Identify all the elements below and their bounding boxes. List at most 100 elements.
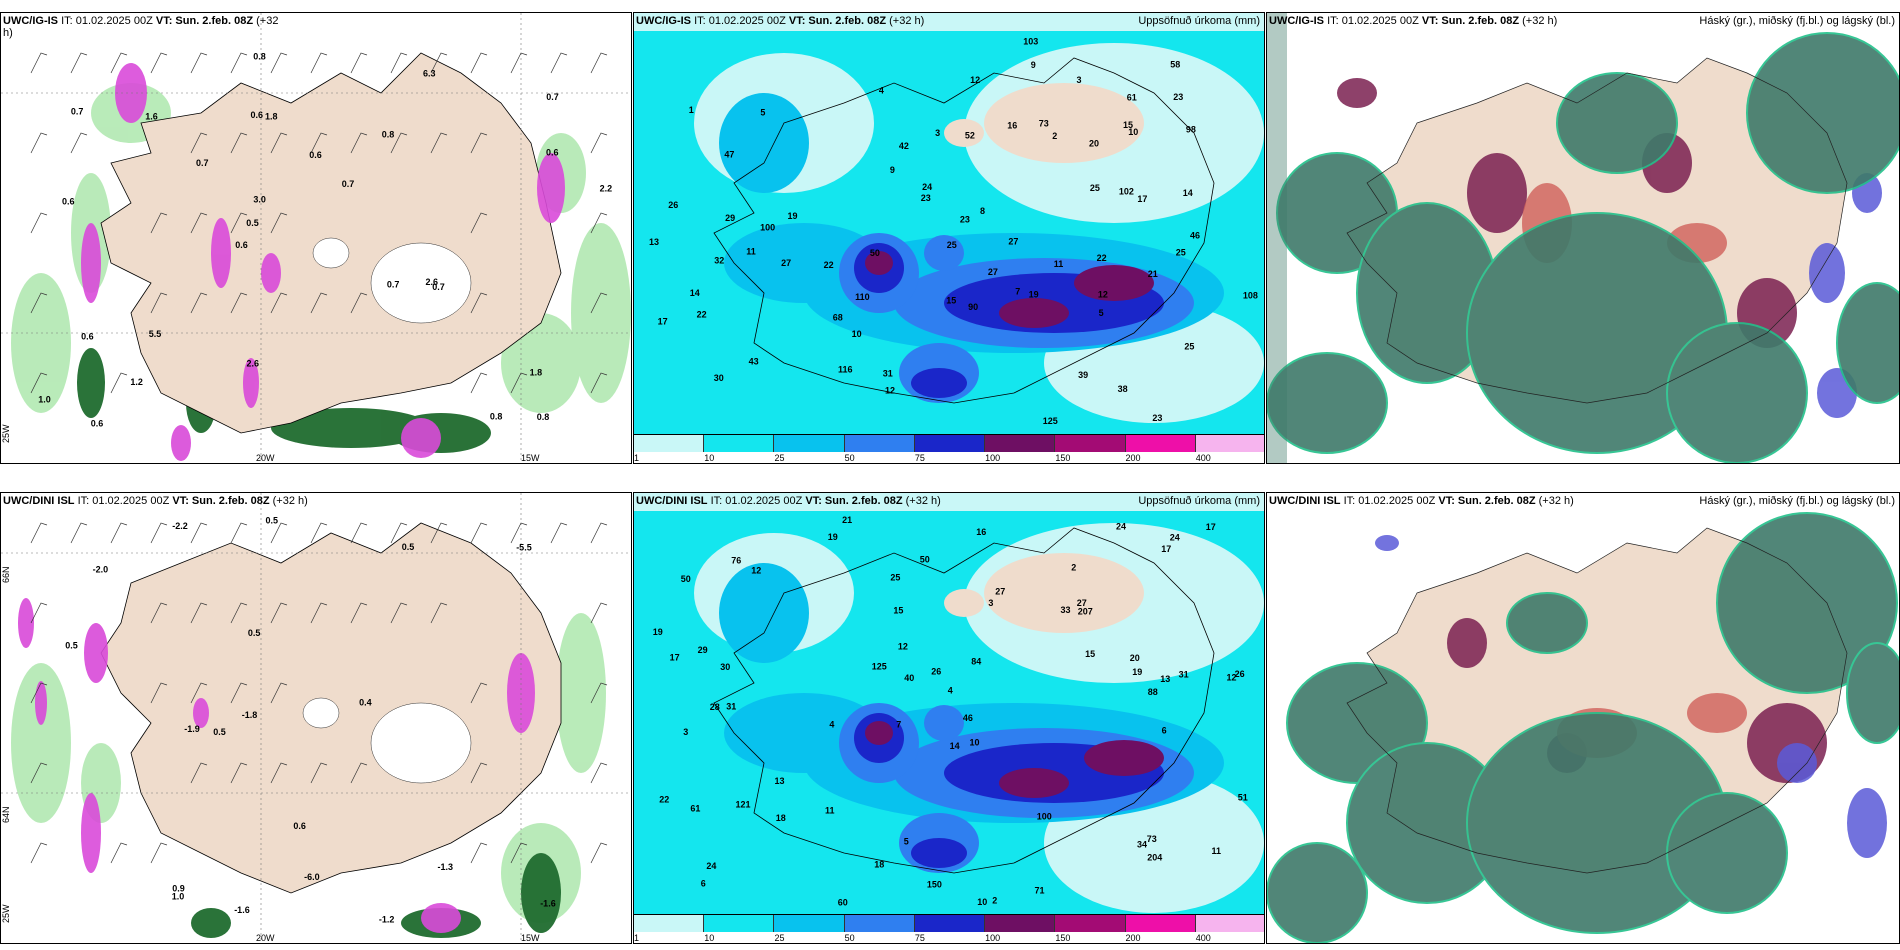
map-value-label: 0.6 <box>251 110 264 120</box>
precip-colorbar: 1 10 25 50 75 100 150 200 400 <box>634 434 1264 463</box>
map-value-label: 108 <box>1243 291 1258 301</box>
map-value-label: 19 <box>1132 667 1142 677</box>
map-value-label: 21 <box>1148 269 1158 279</box>
map-value-label: 30 <box>720 662 730 672</box>
colorbar-tick: 10 <box>704 933 715 943</box>
map-value-label: 23 <box>960 215 970 225</box>
cloud-map <box>1267 13 1899 463</box>
map-value-label: 26 <box>931 667 941 677</box>
map-value-label: 0.6 <box>81 331 94 341</box>
map-value-label: 10 <box>970 737 980 747</box>
panel-field-title: Háský (gr.), miðský (fj.bl.) og lágský (… <box>1699 15 1895 27</box>
map-value-label: 31 <box>1179 670 1189 680</box>
map-value-label: -1.2 <box>379 915 395 925</box>
map-value-label: 20 <box>1130 653 1140 663</box>
colorbar-segment <box>1125 435 1196 452</box>
map-value-label: 28 <box>710 702 720 712</box>
map-value-label: 27 <box>1077 598 1087 608</box>
map-value-label: 73 <box>1147 834 1157 844</box>
map-value-label: 31 <box>883 369 893 379</box>
svg-text:25W: 25W <box>1 424 11 443</box>
cloud-map <box>1267 493 1899 943</box>
map-value-label: 52 <box>965 131 975 141</box>
map-value-label: 1.0 <box>38 394 51 404</box>
map-value-label: 25 <box>1176 248 1186 258</box>
map-value-label: 7 <box>896 720 901 730</box>
colorbar-segment <box>1195 915 1264 932</box>
map-value-label: 0.7 <box>546 92 559 102</box>
map-value-label: 4 <box>879 85 884 95</box>
map-value-label: 0.6 <box>91 419 104 429</box>
colorbar-tick: 50 <box>844 933 855 943</box>
map-value-label: 13 <box>1160 674 1170 684</box>
map-value-label: 10 <box>1128 127 1138 137</box>
map-value-label: 17 <box>1206 522 1216 532</box>
panel-precip-igis: UWC/IG-IS IT: 01.02.2025 00Z VT: Sun. 2.… <box>633 12 1265 464</box>
map-value-label: 6 <box>701 879 706 889</box>
map-value-label: 58 <box>1170 59 1180 69</box>
colorbar-segment <box>1195 435 1264 452</box>
map-value-label: 102 <box>1119 187 1134 197</box>
map-value-label: -1.6 <box>540 898 556 908</box>
map-value-label: 14 <box>690 288 700 298</box>
map-value-label: 11 <box>1212 846 1222 856</box>
map-value-label: -2.2 <box>172 521 188 531</box>
map-value-label: 204 <box>1147 853 1162 863</box>
map-value-label: 16 <box>976 527 986 537</box>
map-value-label: 12 <box>970 75 980 85</box>
map-value-label: 150 <box>927 880 942 890</box>
map-value-label: 25 <box>947 240 957 250</box>
map-value-label: 125 <box>872 661 887 671</box>
map-value-label: 3.0 <box>253 195 266 205</box>
map-value-label: 5 <box>1099 308 1104 318</box>
map-value-label: 17 <box>670 653 680 663</box>
map-value-label: 27 <box>995 586 1005 596</box>
map-value-label: 0.5 <box>248 628 261 638</box>
map-value-label: 17 <box>658 317 668 327</box>
map-value-label: 0.5 <box>266 515 279 525</box>
map-value-label: 42 <box>899 141 909 151</box>
map-value-label: -5.5 <box>516 543 532 553</box>
map-value-label: 0.6 <box>235 240 248 250</box>
map-value-label: 15 <box>1085 649 1095 659</box>
map-value-label: 110 <box>855 292 870 302</box>
panel-field-title: Uppsöfnuð úrkoma (mm) <box>1138 15 1260 27</box>
map-value-label: 90 <box>968 302 978 312</box>
colorbar-segment <box>844 915 915 932</box>
map-value-label: 5.5 <box>149 329 162 339</box>
map-value-label: 1.8 <box>530 367 543 377</box>
map-value-label: 100 <box>1037 811 1052 821</box>
map-value-label: 33 <box>1061 605 1071 615</box>
map-value-label: 1.0 <box>172 891 185 901</box>
map-value-label: 2.2 <box>600 184 613 194</box>
colorbar-segment <box>1055 915 1126 932</box>
map-value-label: 1.8 <box>265 111 278 121</box>
colorbar-tick: 1 <box>634 933 640 943</box>
map-value-label: 24 <box>706 861 716 871</box>
map-value-label: 68 <box>833 313 843 323</box>
map-value-label: 121 <box>736 800 751 810</box>
map-value-label: 40 <box>904 673 914 683</box>
svg-text:64N: 64N <box>1 806 11 823</box>
map-value-label: 207 <box>1078 606 1093 616</box>
map-value-label: 29 <box>698 645 708 655</box>
colorbar-segment <box>1125 915 1196 932</box>
map-value-label: 0.5 <box>213 727 226 737</box>
map-value-label: 0.8 <box>537 412 550 422</box>
svg-text:15W: 15W <box>521 933 540 943</box>
map-value-label: 1.6 <box>145 112 158 122</box>
map-value-label: 51 <box>1238 793 1248 803</box>
precip-colorbar: 1 10 25 50 75 100 150 200 400 <box>634 914 1264 943</box>
svg-text:15W: 15W <box>521 453 540 463</box>
map-value-label: 13 <box>649 237 659 247</box>
colorbar-tick: 1 <box>634 453 640 463</box>
map-value-label: 98 <box>1186 125 1196 135</box>
map-value-label: 50 <box>681 574 691 584</box>
map-value-label: 9 <box>1031 60 1036 70</box>
map-value-label: 10 <box>852 329 862 339</box>
map-value-label: 19 <box>788 211 798 221</box>
panel-title: UWC/IG-IS IT: 01.02.2025 00Z VT: Sun. 2.… <box>3 15 279 39</box>
colorbar-segment <box>704 915 775 932</box>
